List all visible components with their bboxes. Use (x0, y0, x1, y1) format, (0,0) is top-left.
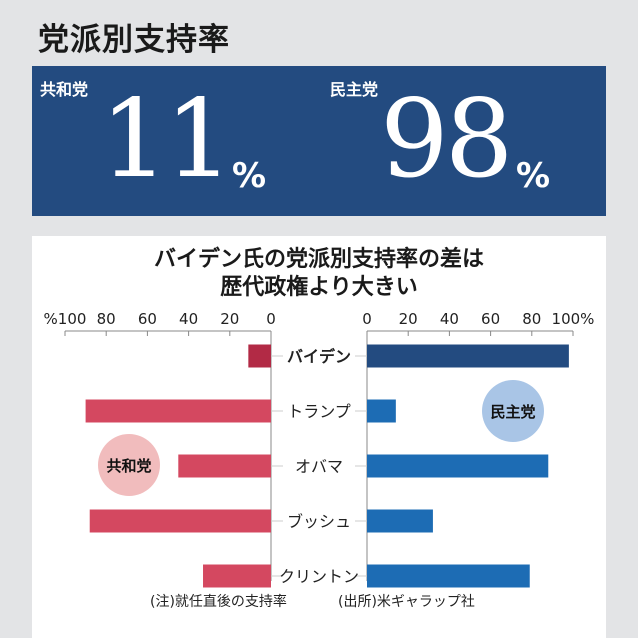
right-tick-label-100: 100% (552, 310, 595, 328)
dem-stat-label: 民主党 (330, 80, 379, 99)
note-right: (出所)米ギャラップ社 (338, 594, 475, 610)
category-label-bg-0 (283, 345, 355, 367)
left-tick-label-20: 20 (220, 310, 239, 328)
dem-stat-value: 98 (380, 77, 513, 202)
stats-panel: 共和党 11 % 民主党 98 % (32, 66, 606, 216)
right-tick-label-60: 60 (481, 310, 500, 328)
category-label-4: クリントン (279, 567, 359, 586)
category-label-bg-1 (283, 400, 355, 422)
chart-title-line-2: 歴代政権より大きい (220, 275, 418, 300)
category-label-3: ブッシュ (287, 512, 351, 531)
right-tick-label-80: 80 (522, 310, 541, 328)
chart-panel: バイデン氏の党派別支持率の差は 歴代政権より大きい %100 80 60 40 20 0 0… (32, 236, 606, 638)
republican-bar-4 (203, 564, 271, 588)
democrat-bar-2 (367, 454, 549, 478)
democrat-bar-4 (367, 564, 530, 588)
democrat-bar-1 (367, 399, 396, 423)
page-title: 党派別支持率 (38, 22, 230, 58)
rep-stat-unit: % (232, 156, 267, 196)
category-label-bg-4 (283, 565, 355, 587)
republican-bar-3 (89, 509, 271, 533)
republican-bar-2 (178, 454, 271, 478)
left-tick-label-100: %100 (44, 310, 87, 328)
democrat-bar-3 (367, 509, 433, 533)
left-tick-label-40: 40 (179, 310, 198, 328)
category-label-0: バイデン (287, 347, 351, 366)
category-label-bg-3 (283, 510, 355, 532)
republican-bar-0 (248, 344, 271, 368)
right-tick-label-40: 40 (440, 310, 459, 328)
category-label-2: オバマ (295, 457, 343, 476)
republican-bar-1 (85, 399, 271, 423)
chart-title: バイデン氏の党派別支持率の差は 歴代政権より大きい (32, 246, 606, 302)
democrat-bubble: 民主党 (482, 380, 544, 442)
category-label-1: トランプ (287, 402, 351, 421)
left-tick-label-80: 80 (97, 310, 116, 328)
rep-stat-label: 共和党 (40, 80, 89, 99)
note-left: (注)就任直後の支持率 (150, 594, 287, 610)
right-tick-label-20: 20 (399, 310, 418, 328)
republican-bubble: 共和党 (98, 434, 160, 496)
rep-stat-value: 11 (100, 77, 233, 202)
left-tick-label-60: 60 (138, 310, 157, 328)
democrat-bar-0 (367, 344, 569, 368)
left-tick-label-0: 0 (266, 310, 276, 328)
chart-title-line-1: バイデン氏の党派別支持率の差は (153, 247, 484, 272)
category-label-bg-2 (283, 455, 355, 477)
dem-stat-unit: % (516, 156, 551, 196)
chart-svg: %100 80 60 40 20 0 0 20 40 60 80 100% バイデントランプオバマブッシ… (44, 310, 595, 588)
right-tick-label-0: 0 (362, 310, 372, 328)
